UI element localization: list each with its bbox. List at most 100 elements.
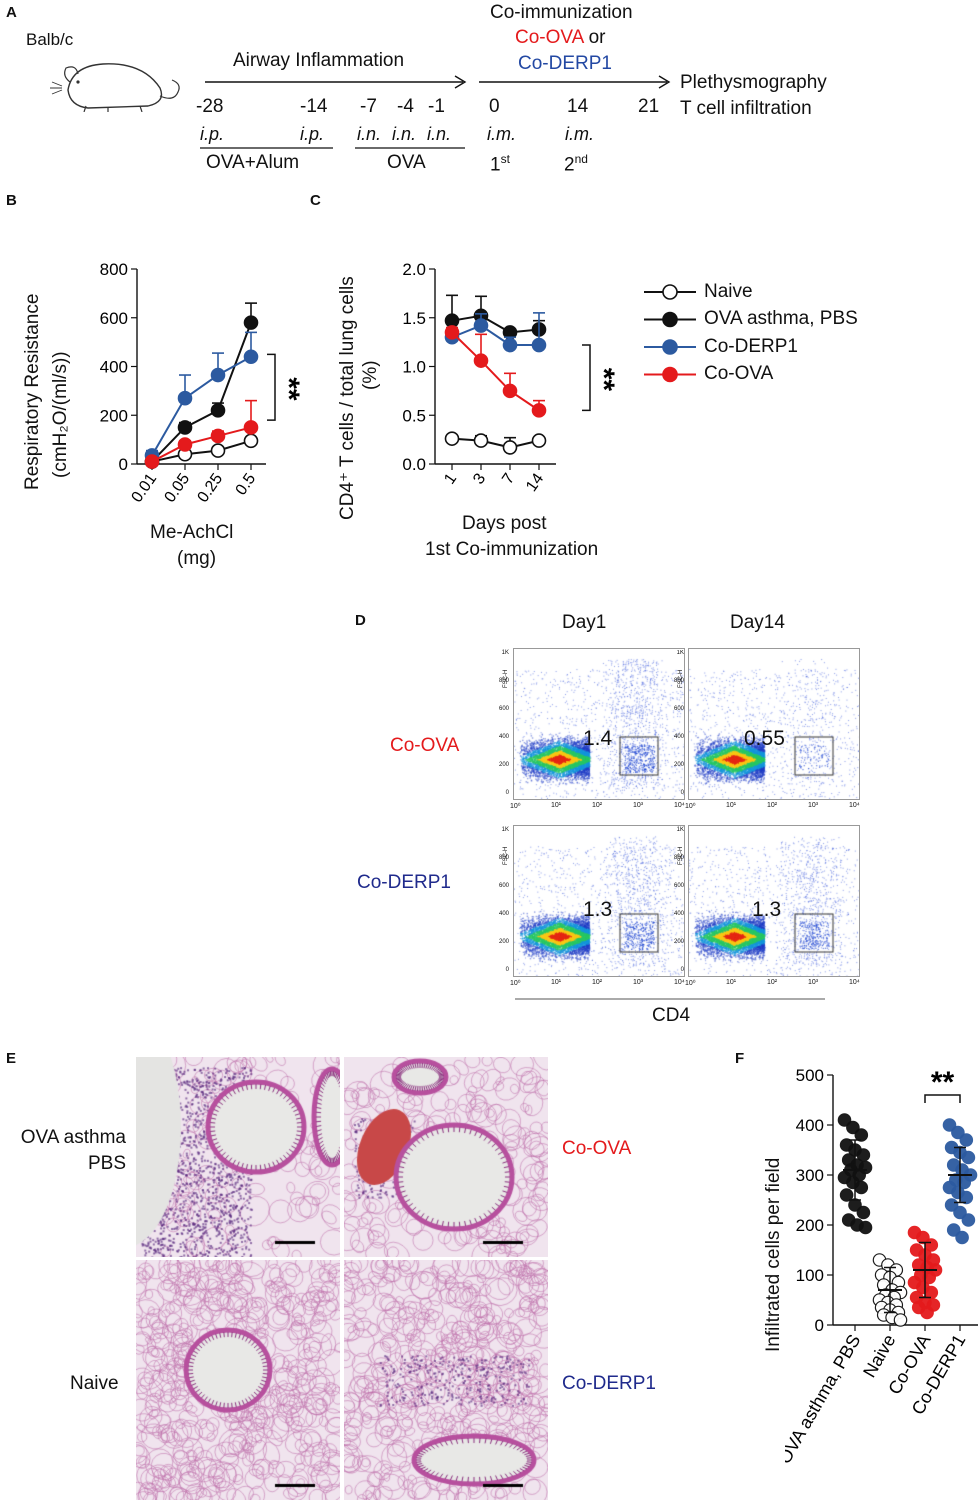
co-derp1-label: Co-DERP1 [518, 53, 612, 74]
histology-image-naive [136, 1260, 340, 1505]
flow-y-tick-label: 400 [498, 734, 509, 740]
flow-y-tick-label: 1K [676, 827, 684, 833]
scatter-point [846, 1120, 860, 1135]
flow-y-tick-label: 600 [673, 706, 684, 712]
y-tick-label: 200 [100, 406, 128, 425]
flow-y-axis-label: FSC-H [503, 669, 509, 688]
flow-y-tick-label: 800 [673, 855, 684, 861]
legend-markers [644, 284, 696, 383]
x-tick-label: 0.01 [128, 470, 160, 505]
flow-x-tick-label: 10³ [633, 802, 644, 809]
flow-y-tick-label: 200 [673, 939, 684, 945]
flow-y-tick-label: 400 [673, 911, 684, 917]
panel-c-chart: 0.0 0.5 1.0 1.5 2.0 1 3 7 14 ** [402, 260, 620, 495]
scatter-point [953, 1205, 967, 1220]
y-tick-label: 0.5 [402, 406, 426, 425]
data-point [473, 318, 489, 333]
histology-image-co-ova [344, 1057, 548, 1262]
x-tick-label: 1 [441, 470, 460, 487]
flow-y-tick-label: 400 [498, 911, 509, 917]
row-co-ova: Co-OVA [390, 735, 460, 756]
panel-d-letter: D [355, 612, 366, 629]
y-tick-label: 400 [100, 358, 128, 377]
route-im: i.m. [487, 124, 516, 144]
route-in: i.n. [392, 124, 417, 144]
panel-c-ylabel-1: CD4⁺ T cells / total lung cells [337, 276, 358, 520]
flow-y-tick-label: 800 [673, 678, 684, 684]
scatter-point [858, 1220, 873, 1235]
readout-t-cell-infiltration: T cell infiltration [680, 98, 812, 119]
flow-x-tick-label: 10⁰ [685, 980, 696, 987]
legend-marker [662, 284, 678, 300]
x-tick-label: 7 [499, 470, 518, 487]
scatter-point [922, 1270, 936, 1285]
day-label: -14 [300, 96, 328, 117]
x-tick-label: 0.25 [194, 470, 226, 505]
flow-x-tick-label: 10¹ [726, 802, 737, 809]
flow-y-tick-label: 800 [498, 678, 509, 684]
gate-value: 1.3 [752, 898, 782, 921]
day-label: -1 [428, 96, 445, 117]
data-point [210, 428, 226, 444]
scatter-point [916, 1230, 930, 1245]
significance-bracket [267, 353, 276, 421]
day-label: -7 [360, 96, 377, 117]
flow-x-tick-label: 10³ [808, 802, 819, 809]
data-point [531, 403, 547, 418]
flow-y-tick-label: 0 [505, 967, 509, 973]
data-point [531, 337, 547, 353]
flow-y-tick-label: 0 [680, 790, 684, 796]
panel-f-ylabel: Infiltrated cells per field [763, 1157, 784, 1352]
scatter-point [961, 1150, 976, 1165]
legend-co-ova: Co-OVA [704, 363, 774, 384]
histology-label-ova-asthma: OVA asthma [20, 1127, 126, 1148]
scatter-point [839, 1188, 854, 1202]
histology-image-co-derp1 [344, 1260, 548, 1505]
scatter-point [893, 1313, 908, 1327]
legend-naive: Naive [704, 281, 753, 302]
scatter-point [961, 1213, 976, 1227]
data-point [502, 383, 518, 399]
label-first-immunization: 1st [490, 152, 510, 176]
scatter-point [955, 1230, 969, 1245]
data-point [243, 315, 259, 330]
timeline-arrows [205, 75, 671, 89]
readout-plethysmography: Plethysmography [680, 72, 827, 93]
significance-stars: ** [931, 1066, 955, 1099]
y-tick-label: 1.5 [402, 309, 426, 328]
panel-c-xlabel-1: Days post [462, 513, 547, 534]
histology-label-co-ova: Co-OVA [562, 1138, 632, 1159]
y-tick-label: 0 [815, 1316, 824, 1335]
panel-b-ylabel-1: Respiratory Resistance [22, 293, 43, 490]
label-second-immunization: 2nd [564, 152, 588, 176]
y-tick-label: 1.0 [402, 358, 426, 377]
series-line [451, 324, 539, 347]
cd4-axis-label: CD4 [652, 1005, 691, 1026]
data-point [444, 431, 460, 446]
series-line [151, 355, 252, 456]
histology-image-ova-asthma [136, 1057, 340, 1262]
flow-y-tick-label: 800 [498, 855, 509, 861]
route-im: i.m. [565, 124, 594, 144]
gate-value: 1.4 [583, 727, 613, 750]
x-tick-label: 14 [523, 470, 547, 494]
panel-c-letter: C [310, 192, 321, 209]
y-tick-label: 100 [796, 1266, 824, 1285]
panel-e-letter: E [6, 1050, 17, 1067]
route-in: i.n. [357, 124, 382, 144]
histology-label-pbs: PBS [87, 1153, 126, 1174]
y-tick-label: 2.0 [402, 260, 426, 279]
flow-y-tick-label: 1K [676, 650, 684, 656]
gate-value: 1.3 [583, 898, 613, 921]
histology-label-naive: Naive [70, 1373, 119, 1394]
series-line [451, 331, 540, 412]
x-tick-label: 0.5 [233, 470, 260, 498]
flow-x-tick-label: 10² [767, 802, 778, 809]
route-ip: i.p. [200, 124, 225, 144]
flow-x-tick-label: 10⁴ [674, 802, 685, 809]
panel-b-chart: 0 200 400 600 800 0.01 0.05 0.25 0.5 ** [100, 260, 305, 506]
flow-x-tick-label: 10³ [633, 979, 644, 986]
data-point [243, 433, 259, 449]
scatter-point [942, 1118, 957, 1132]
